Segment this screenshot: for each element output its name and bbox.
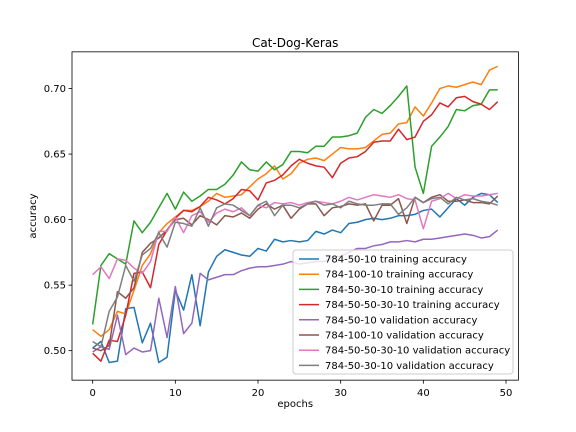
y-axis: 0.50 0.55 0.60 0.65 0.70 — [44, 84, 72, 357]
legend-label: 784-100-10 validation accuracy — [325, 331, 484, 342]
y-tick-label: 0.60 — [44, 215, 66, 226]
chart-title: Cat-Dog-Keras — [252, 36, 339, 50]
legend-label: 784-50-10 training accuracy — [325, 255, 467, 266]
legend: 784-50-10 training accuracy 784-100-10 tr… — [292, 249, 514, 375]
y-axis-title: accuracy — [28, 193, 39, 238]
y-tick-label: 0.70 — [44, 84, 66, 95]
series-line-4 — [92, 95, 499, 362]
y-tick-label: 0.55 — [44, 281, 66, 292]
y-tick-label: 0.65 — [44, 150, 66, 161]
legend-label: 784-50-10 validation accuracy — [325, 315, 478, 326]
plot-frame — [71, 51, 519, 381]
x-tick-label: 10 — [169, 388, 182, 399]
x-axis-title: epochs — [277, 399, 313, 410]
series-line-6 — [92, 193, 499, 352]
series-line-3 — [91, 85, 498, 325]
y-tick-label: 0.50 — [44, 346, 66, 357]
x-axis: 0 10 20 30 40 50 — [89, 380, 512, 399]
series-line-7 — [92, 192, 498, 280]
x-tick-label: 50 — [500, 388, 513, 399]
series-line-8 — [92, 196, 498, 348]
legend-label: 784-50-30-10 validation accuracy — [325, 361, 494, 372]
legend-label: 784-50-30-10 training accuracy — [325, 285, 483, 296]
x-tick-label: 20 — [252, 388, 265, 399]
x-tick-label: 40 — [417, 388, 430, 399]
x-tick-label: 0 — [89, 388, 95, 399]
series-line-1 — [92, 192, 499, 364]
legend-label: 784-50-50-30-10 training accuracy — [325, 300, 500, 311]
legend-frame — [292, 249, 514, 375]
legend-label: 784-100-10 training accuracy — [325, 270, 473, 281]
legend-label: 784-50-50-30-10 validation accuracy — [325, 346, 510, 357]
x-tick-label: 30 — [334, 388, 347, 399]
